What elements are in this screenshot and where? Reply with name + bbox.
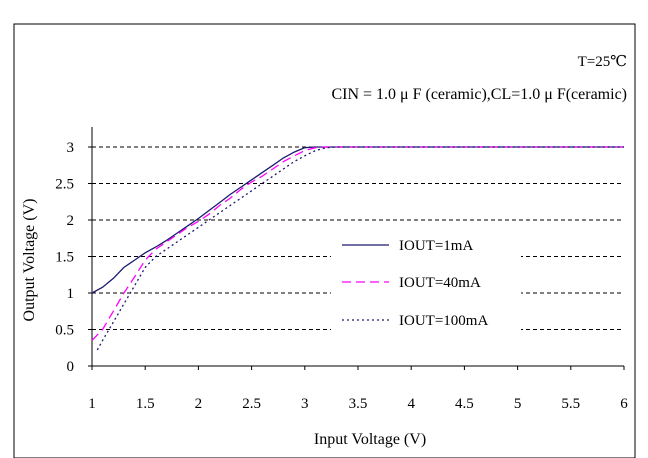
x-tick-label-5: 3.5 <box>349 396 368 412</box>
x-tick-label-10: 6 <box>620 396 628 412</box>
y-tick-label-5: 2.5 <box>55 177 74 193</box>
x-tick-label-4: 3 <box>301 396 309 412</box>
axes <box>88 127 625 370</box>
legend-label-3: IOUT=100mA <box>399 313 488 329</box>
conditions-annotation: CIN = 1.0 μ F (ceramic),CL=1.0 μ F(ceram… <box>331 86 627 103</box>
x-tick-label-8: 5 <box>514 396 522 412</box>
y-tick-label-2: 1 <box>67 286 75 302</box>
x-tick-label-6: 4 <box>407 396 415 412</box>
y-axis-label: Output Voltage (V) <box>21 199 38 322</box>
series-line-3 <box>96 146 624 351</box>
x-tick-label-1: 1.5 <box>136 396 155 412</box>
series-lines <box>91 146 624 351</box>
x-axis-label: Input Voltage (V) <box>314 431 426 448</box>
legend-label-1: IOUT=1mA <box>399 238 473 254</box>
legend-label-2: IOUT=40mA <box>399 275 481 291</box>
chart-border <box>13 23 636 458</box>
x-tick-label-0: 1 <box>88 396 96 412</box>
series-line-2 <box>91 146 624 341</box>
x-tick-label-3: 2.5 <box>242 396 261 412</box>
x-tick-label-7: 4.5 <box>455 396 474 412</box>
x-tick-label-9: 5.5 <box>561 396 580 412</box>
legend-items: IOUT=1mA IOUT=40mA IOUT=100mA <box>342 238 488 329</box>
y-tick-label-3: 1.5 <box>55 250 74 266</box>
y-tick-label-4: 2 <box>67 213 75 229</box>
x-tick-label-2: 2 <box>195 396 203 412</box>
y-tick-label-1: 0.5 <box>55 323 74 339</box>
tick-labels: 0 0.5 1 1.5 2 2.5 3 1 1.5 2 2.5 3 3.5 4 4.5 5 5.5 6 <box>55 140 628 412</box>
y-tick-label-0: 0 <box>67 359 75 375</box>
legend: IOUT=1mA IOUT=40mA IOUT=100mA <box>331 228 521 338</box>
temperature-annotation: T=25℃ <box>578 54 627 70</box>
y-tick-label-6: 3 <box>67 140 75 156</box>
